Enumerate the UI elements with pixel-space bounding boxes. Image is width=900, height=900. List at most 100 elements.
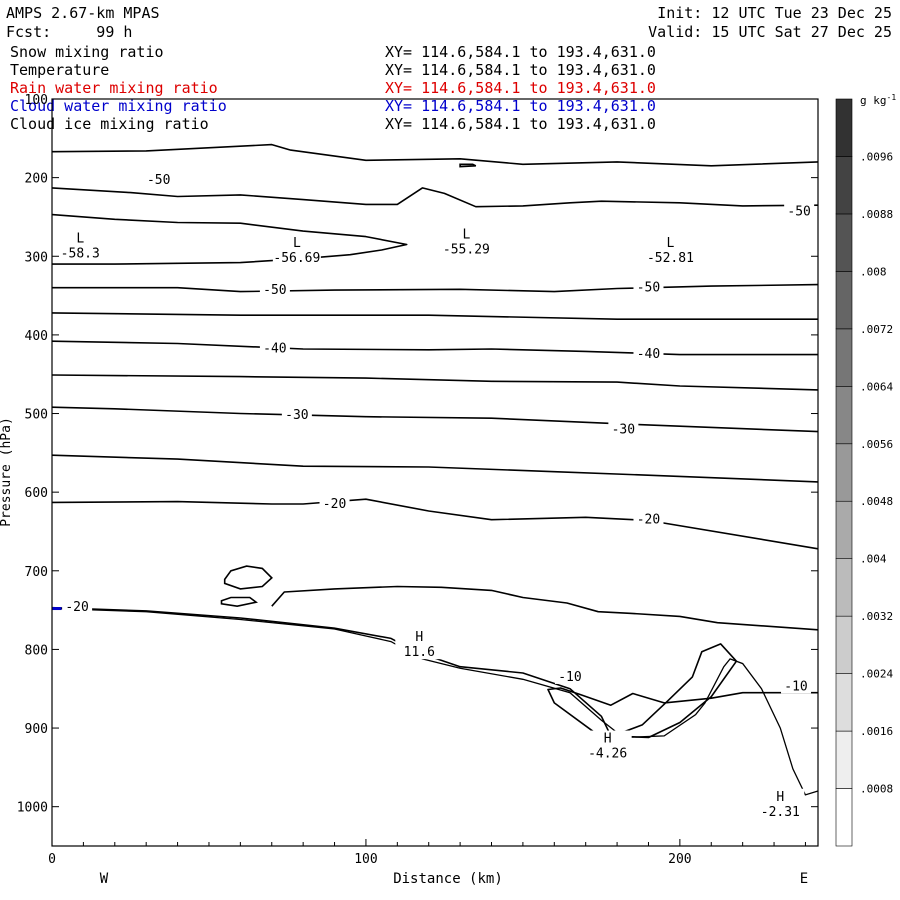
colorbar-swatch-0 <box>835 788 853 847</box>
extremum-bg-1 <box>272 235 321 266</box>
plot-frame <box>51 98 819 847</box>
extremum-bg-6 <box>756 788 805 819</box>
contour-label-0: -50 <box>147 173 170 188</box>
isotherm-2 <box>51 213 408 265</box>
colorbar-swatch-7 <box>835 386 853 445</box>
y-tick-label-2: 300 <box>25 250 48 265</box>
colorbar-swatch-8 <box>835 328 853 387</box>
y-tick-label-1: 200 <box>25 172 48 187</box>
isotherm-6 <box>51 374 819 391</box>
x-tick-label-2: 200 <box>668 852 691 867</box>
contour-label-4: -40 <box>263 341 286 356</box>
colorbar-unit-exponent: -1 <box>887 93 897 102</box>
y-tick-label-9: 1000 <box>17 801 48 816</box>
extremum-value-3: -52.81 <box>647 251 694 266</box>
y-tick-label-7: 800 <box>25 643 48 658</box>
colorbar-tick-label-2: .0024 <box>860 668 893 681</box>
x-axis: 0 100 200 <box>48 839 806 867</box>
extremum-value-0: -58.3 <box>61 246 100 261</box>
extremum-value-6: -2.31 <box>761 805 800 820</box>
contour-label-bg-11 <box>554 668 585 684</box>
extremum-bg-4 <box>395 629 444 660</box>
colorbar-swatch-2 <box>835 673 853 732</box>
contour-label-10: -20 <box>65 600 88 615</box>
field-xy-rain: XY= 114.6,584.1 to 193.4,631.0 <box>385 79 656 97</box>
x-axis-label: Distance (km) <box>393 871 503 887</box>
field-xy-cloud-water: XY= 114.6,584.1 to 193.4,631.0 <box>385 97 656 115</box>
colorbar-swatch-4 <box>835 558 853 617</box>
isotherm-7 <box>51 406 819 433</box>
contour-label-2: -50 <box>263 283 286 298</box>
contour-label-bg-9 <box>633 511 664 527</box>
field-name-rain: Rain water mixing ratio <box>10 79 218 97</box>
isotherm-11 <box>271 585 819 631</box>
colorbar-swatch-3 <box>835 615 853 674</box>
colorbar-tick-label-7: .0064 <box>860 380 893 393</box>
contour-label-bg-0 <box>143 171 174 187</box>
isotherm-10 <box>51 606 818 739</box>
extremum-bg-2 <box>442 226 491 257</box>
colorbar-unit: g kg-1 <box>860 93 896 107</box>
extremum-bg-0 <box>56 230 105 261</box>
colorbar-tick-label-10: .0088 <box>860 208 893 221</box>
extremum-type-3: L <box>667 236 675 251</box>
cloud-ice-contour-2 <box>459 163 477 168</box>
y-axis: 100 200 300 400 500 600 700 800 900 1000 <box>17 93 818 816</box>
colorbar-tick-label-11: .0096 <box>860 150 893 163</box>
y-tick-label-6: 700 <box>25 565 48 580</box>
isotherm-0 <box>51 143 819 167</box>
isotherm-5 <box>51 340 818 356</box>
contour-label-5: -40 <box>637 347 660 362</box>
contour-label-bg-3 <box>633 279 664 295</box>
colorbar-tick-label-4: .004 <box>860 553 887 566</box>
contour-label-bg-12 <box>781 678 812 694</box>
contour-label-bg-5 <box>633 345 664 361</box>
extremum-type-2: L <box>462 228 470 243</box>
contour-label-8: -20 <box>323 497 346 512</box>
extremum-type-6: H <box>776 790 784 805</box>
colorbar-tick-label-6: .0056 <box>860 438 893 451</box>
field-name-cloud-ice: Cloud ice mixing ratio <box>10 115 209 133</box>
contour-label-bg-2 <box>259 282 290 298</box>
extremum-type-1: L <box>293 236 301 251</box>
header-init: Init: 12 UTC Tue 23 Dec 25 <box>657 4 892 22</box>
header-forecast: Fcst: 99 h <box>6 23 133 41</box>
extremum-type-5: H <box>604 732 612 747</box>
contour-label-7: -30 <box>612 422 635 437</box>
contour-label-bg-8 <box>319 495 350 511</box>
extremum-bg-3 <box>646 235 695 266</box>
y-tick-label-8: 900 <box>25 722 48 737</box>
extremum-type-4: H <box>415 630 423 645</box>
extremum-value-4: 11.6 <box>404 645 435 660</box>
contour-label-6: -30 <box>285 408 308 423</box>
contour-label-11: -10 <box>558 670 581 685</box>
colorbar-swatch-5 <box>835 500 853 559</box>
extremum-bg-5 <box>583 730 632 761</box>
field-name-cloud-water: Cloud water mixing ratio <box>10 97 227 115</box>
colorbar-tick-label-3: .0032 <box>860 610 893 623</box>
y-tick-label-4: 500 <box>25 408 48 423</box>
x-axis-left-end-label: W <box>100 871 109 887</box>
plot-layer: -50 -50 -50 -50 -40 -40 -30 -30 -20 -20 -20 -10 -10 L… <box>51 143 819 820</box>
terrain-line <box>51 607 819 796</box>
extremum-type-0: L <box>76 231 84 246</box>
isotherm-8 <box>51 454 819 483</box>
y-tick-label-5: 600 <box>25 486 48 501</box>
y-tick-label-0: 100 <box>25 93 48 108</box>
extremum-value-5: -4.26 <box>588 747 627 762</box>
field-name-snow: Snow mixing ratio <box>10 43 164 61</box>
field-xy-snow: XY= 114.6,584.1 to 193.4,631.0 <box>385 43 656 61</box>
x-tick-label-0: 0 <box>48 852 56 867</box>
colorbar-swatch-6 <box>835 443 853 502</box>
x-tick-label-1: 100 <box>354 852 377 867</box>
x-axis-right-end-label: E <box>800 871 808 887</box>
colorbar: .0008 .0016 .0024 .0032 .004 .0048 .0056 .0064.… <box>835 98 893 847</box>
header-valid: Valid: 15 UTC Sat 27 Dec 25 <box>648 23 892 41</box>
header-model: AMPS 2.67-km MPAS <box>6 4 160 22</box>
contour-label-3: -50 <box>637 281 660 296</box>
colorbar-tick-label-8: .0072 <box>860 323 893 336</box>
colorbar-tick-label-9: .008 <box>860 265 887 278</box>
y-axis-label: Pressure (hPa) <box>0 417 14 527</box>
field-xy-cloud-ice: XY= 114.6,584.1 to 193.4,631.0 <box>385 115 656 133</box>
